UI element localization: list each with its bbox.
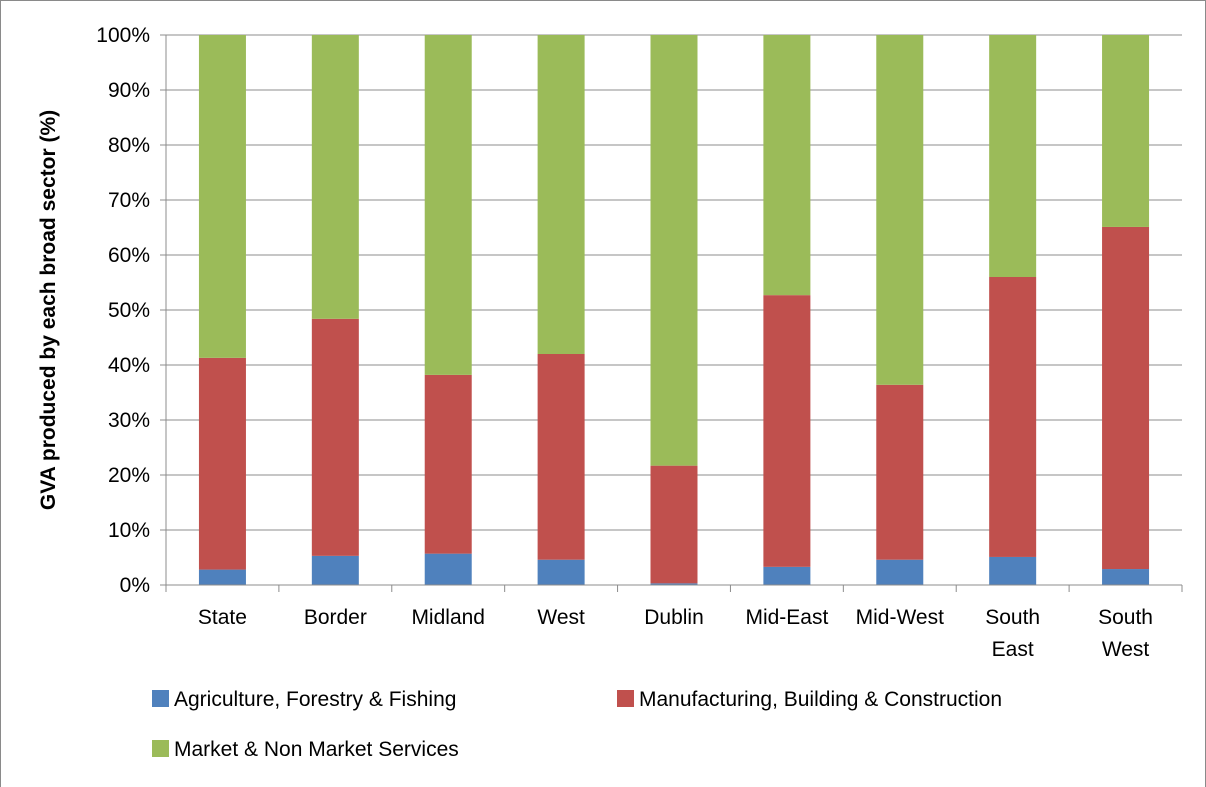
y-tick-label: 0% <box>120 574 150 597</box>
bar-segment <box>876 384 924 560</box>
legend-item: Manufacturing, Building & Construction <box>617 688 1002 711</box>
bar-segment <box>650 465 698 584</box>
y-tick-label: 60% <box>108 244 150 267</box>
bar-segment <box>537 354 585 560</box>
legend-label: Market & Non Market Services <box>174 738 459 761</box>
bar-segment <box>424 35 472 375</box>
bar-segment <box>537 559 585 585</box>
x-tick-label: Border <box>304 606 367 629</box>
x-tick-label: South <box>985 606 1040 629</box>
bar-segment <box>763 295 811 567</box>
bar-segment <box>989 277 1037 557</box>
bar-segment <box>876 35 924 385</box>
bar-segment <box>989 35 1037 277</box>
bars <box>198 35 1150 585</box>
legend-item: Agriculture, Forestry & Fishing <box>152 688 456 711</box>
x-tick-label: Mid-East <box>745 606 828 629</box>
bar-segment <box>198 357 246 570</box>
bar-segment <box>763 566 811 585</box>
bar-segment <box>198 35 246 358</box>
y-tick-label: 90% <box>108 79 150 102</box>
y-tick-label: 40% <box>108 354 150 377</box>
bar-segment <box>989 556 1037 585</box>
bar-segment <box>311 35 359 319</box>
legend-swatch <box>152 690 169 707</box>
bar-segment <box>763 35 811 296</box>
legend: Agriculture, Forestry & Fishing Manufactu… <box>152 688 1002 761</box>
y-tick-label: 80% <box>108 134 150 157</box>
x-tick-label: South <box>1098 606 1153 629</box>
x-tick-label: West <box>1102 638 1150 661</box>
x-tick-label: East <box>992 638 1034 661</box>
axes <box>165 35 1183 592</box>
y-tick-labels: 0% 10% 20% 30% 40% 50% 60% 70% 80% 90% 100% <box>96 24 150 597</box>
bar-segment <box>311 318 359 556</box>
bar-segment <box>1102 226 1150 570</box>
y-tick-label: 100% <box>96 24 150 47</box>
x-tick-label: State <box>198 606 247 629</box>
bar-segment <box>650 583 698 585</box>
bar-segment <box>424 553 472 585</box>
y-tick-label: 20% <box>108 464 150 487</box>
x-tick-label: Midland <box>411 606 485 629</box>
x-tick-label: Mid-West <box>856 606 944 629</box>
legend-item: Market & Non Market Services <box>152 738 459 761</box>
legend-label: Agriculture, Forestry & Fishing <box>174 688 456 711</box>
bar-segment <box>311 555 359 585</box>
bar-segment <box>1102 35 1150 227</box>
y-axis-label: GVA produced by each broad sector (%) <box>37 110 60 510</box>
bar-segment <box>1102 569 1150 585</box>
bar-segment <box>537 35 585 354</box>
x-tick-label: Dublin <box>644 606 704 629</box>
y-tick-label: 50% <box>108 299 150 322</box>
x-tick-label: West <box>537 606 585 629</box>
y-tick-label: 30% <box>108 409 150 432</box>
legend-label: Manufacturing, Building & Construction <box>639 688 1002 711</box>
x-tick-labels: State Border Midland West Dublin Mid-East Mid-… <box>198 606 1153 661</box>
y-tick-label: 70% <box>108 189 150 212</box>
bar-segment <box>650 35 698 466</box>
y-tick-label: 10% <box>108 519 150 542</box>
legend-swatch <box>152 740 169 757</box>
legend-swatch <box>617 690 634 707</box>
bar-segment <box>198 569 246 585</box>
bar-segment <box>424 374 472 554</box>
bar-segment <box>876 559 924 585</box>
